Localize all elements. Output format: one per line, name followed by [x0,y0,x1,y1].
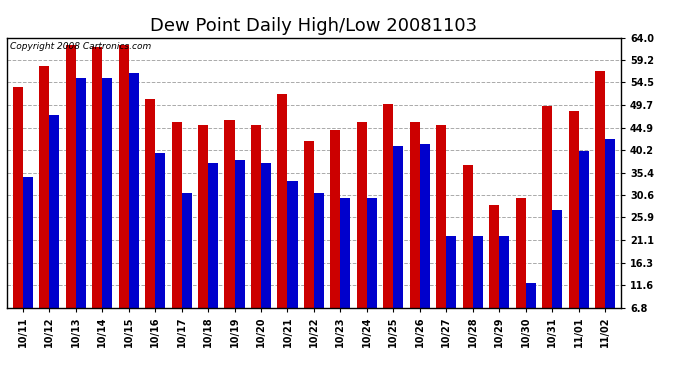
Bar [605,139,615,340]
Bar [76,78,86,340]
Bar [12,87,23,340]
Bar [235,160,244,340]
Bar [23,177,33,340]
Bar [410,123,420,340]
Bar [49,116,59,340]
Bar [128,73,139,340]
Bar [489,205,500,340]
Bar [39,66,49,340]
Bar [314,193,324,340]
Bar [208,163,218,340]
Title: Dew Point Daily High/Low 20081103: Dew Point Daily High/Low 20081103 [150,16,477,34]
Bar [66,45,76,340]
Bar [331,129,340,340]
Bar [473,236,483,340]
Bar [198,125,208,340]
Bar [224,120,235,340]
Bar [384,104,393,340]
Bar [446,236,456,340]
Bar [542,106,552,340]
Bar [340,198,351,340]
Bar [119,45,128,340]
Bar [595,70,605,340]
Bar [579,151,589,340]
Bar [288,182,297,340]
Bar [367,198,377,340]
Bar [155,153,165,340]
Bar [500,236,509,340]
Bar [145,99,155,340]
Bar [569,111,579,340]
Bar [515,198,526,340]
Bar [436,125,446,340]
Bar [102,78,112,340]
Bar [251,125,261,340]
Bar [420,144,430,340]
Bar [172,123,181,340]
Bar [357,123,367,340]
Bar [393,146,404,340]
Text: Copyright 2008 Cartronics.com: Copyright 2008 Cartronics.com [10,42,151,51]
Bar [526,283,535,340]
Bar [181,193,192,340]
Bar [463,165,473,340]
Bar [92,47,102,340]
Bar [552,210,562,340]
Bar [261,163,271,340]
Bar [277,94,288,340]
Bar [304,141,314,340]
